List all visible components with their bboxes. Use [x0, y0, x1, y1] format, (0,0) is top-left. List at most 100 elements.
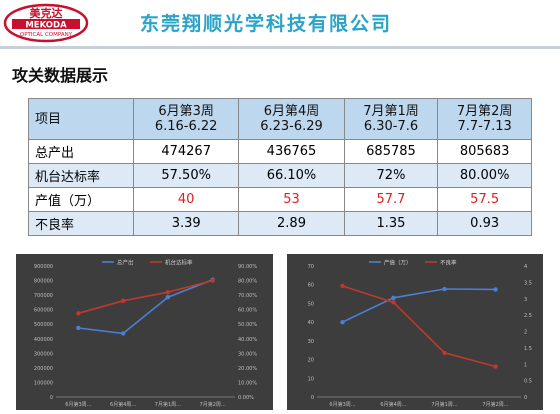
- table-cell: 40: [132, 187, 240, 212]
- x-tick-label: 7月第1周...: [431, 401, 458, 408]
- legend-label: 不良率: [440, 259, 457, 267]
- data-table: 项目 6月第3周 6.16-6.22 6月第4周 6.23-6.29 7月第1周 6.…: [28, 98, 532, 236]
- y-left-tick-label: 40: [308, 320, 314, 326]
- y-left-tick-label: 300000: [34, 351, 53, 357]
- table-cell: 0.93: [437, 211, 532, 236]
- column-range: 6.16-6.22: [154, 119, 218, 134]
- table-cell: 805683: [437, 139, 532, 164]
- series-line: [78, 278, 213, 335]
- y-right-tick-label: 50.00%: [238, 322, 257, 328]
- y-left-tick-label: 800000: [34, 279, 53, 285]
- company-logo: 美克达 MEKODA OPTICAL COMPANY: [3, 3, 89, 43]
- value-defect-chart: 0 10 20 30 40 50 60 70 0 0.5 1 1.5 2 2.5 3 3.5 4 6月第3周...…: [287, 254, 543, 410]
- data-point: [391, 295, 396, 301]
- series-line: [78, 279, 213, 315]
- y-left-tick-label: 500000: [34, 322, 53, 328]
- table-row: 不良率 3.39 2.89 1.35 0.93: [28, 211, 532, 236]
- column-header: 6月第4周 6.23-6.29: [238, 98, 345, 140]
- y-right-tick-label: 20.00%: [238, 366, 257, 372]
- company-name: 东莞翔顺光学科技有限公司: [140, 13, 393, 35]
- y-left-tick-label: 30: [308, 339, 314, 345]
- y-right-tick-label: 10.00%: [238, 380, 257, 386]
- data-point: [340, 283, 345, 289]
- data-point: [340, 319, 345, 325]
- logo-text-top: 美克达: [30, 6, 63, 20]
- x-tick-label: 6月第3周...: [329, 401, 356, 408]
- y-left-tick-label: 50: [308, 301, 314, 307]
- y-left-tick-label: 0: [311, 395, 314, 401]
- row-label: 产值（万）: [28, 187, 134, 212]
- y-left-tick-label: 70: [308, 264, 314, 270]
- legend-label: 产值（万）: [384, 259, 412, 267]
- x-tick-label: 6月第3周...: [65, 401, 92, 408]
- data-point: [76, 311, 81, 316]
- table-corner-cell: 项目: [28, 98, 134, 140]
- data-point: [442, 350, 447, 355]
- y-right-tick-label: 1.5: [524, 346, 532, 352]
- y-right-tick-label: 2.5: [524, 313, 532, 319]
- data-point: [210, 278, 215, 283]
- table-row: 总产出 474267 436765 685785 805683: [28, 139, 532, 164]
- table-cell: 474267: [132, 139, 240, 164]
- y-right-tick-label: 30.00%: [238, 351, 257, 357]
- y-left-tick-label: 200000: [34, 366, 53, 372]
- y-left-tick-label: 60: [308, 283, 314, 289]
- column-range: 7.7-7.13: [457, 119, 512, 134]
- logo-text-mid: MEKODA: [25, 21, 67, 31]
- y-left-tick-label: 20: [308, 358, 314, 364]
- header-divider: [0, 46, 560, 49]
- column-header: 6月第3周 6.16-6.22: [132, 98, 240, 140]
- data-point: [165, 290, 171, 295]
- table-header-row: 项目 6月第3周 6.16-6.22 6月第4周 6.23-6.29 7月第1周 6.…: [28, 98, 532, 140]
- y-left-tick-label: 100000: [34, 380, 53, 386]
- data-point: [165, 294, 171, 300]
- logo-text-bottom: OPTICAL COMPANY: [20, 32, 73, 38]
- y-right-tick-label: 3.5: [524, 280, 532, 286]
- y-right-tick-label: 90.00%: [238, 264, 257, 270]
- series-line: [342, 288, 496, 323]
- data-point: [76, 325, 81, 331]
- x-tick-label: 6月第4周...: [380, 401, 407, 408]
- y-right-tick-label: 0.5: [524, 379, 532, 385]
- y-right-tick-label: 4: [524, 264, 527, 270]
- y-left-tick-label: 400000: [34, 337, 53, 343]
- y-right-tick-label: 60.00%: [238, 308, 257, 314]
- column-week: 7月第2周: [456, 104, 513, 119]
- table-cell: 72%: [343, 163, 439, 188]
- y-left-tick-label: 0: [50, 395, 53, 401]
- column-range: 6.30-7.6: [363, 119, 419, 134]
- legend-label: 总产出: [117, 259, 134, 267]
- y-right-tick-label: 0: [524, 395, 527, 401]
- row-label: 机台达标率: [28, 163, 134, 188]
- data-point: [391, 300, 396, 305]
- table-cell: 57.5: [437, 187, 532, 212]
- table-cell: 57.7: [343, 187, 439, 212]
- table-row: 产值（万） 40 53 57.7 57.5: [28, 187, 532, 212]
- data-point: [442, 286, 447, 292]
- y-right-tick-label: 3: [524, 297, 527, 303]
- table-cell: 2.89: [238, 211, 345, 236]
- series-line: [342, 285, 496, 368]
- x-tick-label: 7月第2周...: [200, 401, 227, 408]
- y-left-tick-label: 700000: [34, 293, 53, 299]
- row-label: 不良率: [28, 211, 134, 236]
- column-header: 7月第1周 6.30-7.6: [343, 98, 439, 140]
- column-range: 6.23-6.29: [260, 119, 323, 134]
- y-right-tick-label: 40.00%: [238, 337, 257, 343]
- table-cell: 436765: [238, 139, 345, 164]
- data-point: [493, 364, 498, 369]
- data-point: [493, 287, 498, 292]
- data-point: [120, 298, 126, 303]
- y-right-tick-label: 1: [524, 362, 527, 368]
- y-right-tick-label: 0.00%: [238, 395, 254, 401]
- legend-label: 机台达标率: [165, 259, 193, 267]
- column-week: 7月第1周: [363, 104, 419, 119]
- column-header: 7月第2周 7.7-7.13: [437, 98, 532, 140]
- section-title: 攻关数据展示: [12, 66, 109, 85]
- x-tick-label: 6月第4周...: [110, 401, 137, 408]
- x-tick-label: 7月第2周...: [482, 401, 509, 408]
- y-left-tick-label: 600000: [34, 308, 53, 314]
- y-left-tick-label: 900000: [34, 264, 53, 270]
- y-right-tick-label: 80.00%: [238, 279, 257, 285]
- y-right-tick-label: 2: [524, 330, 527, 336]
